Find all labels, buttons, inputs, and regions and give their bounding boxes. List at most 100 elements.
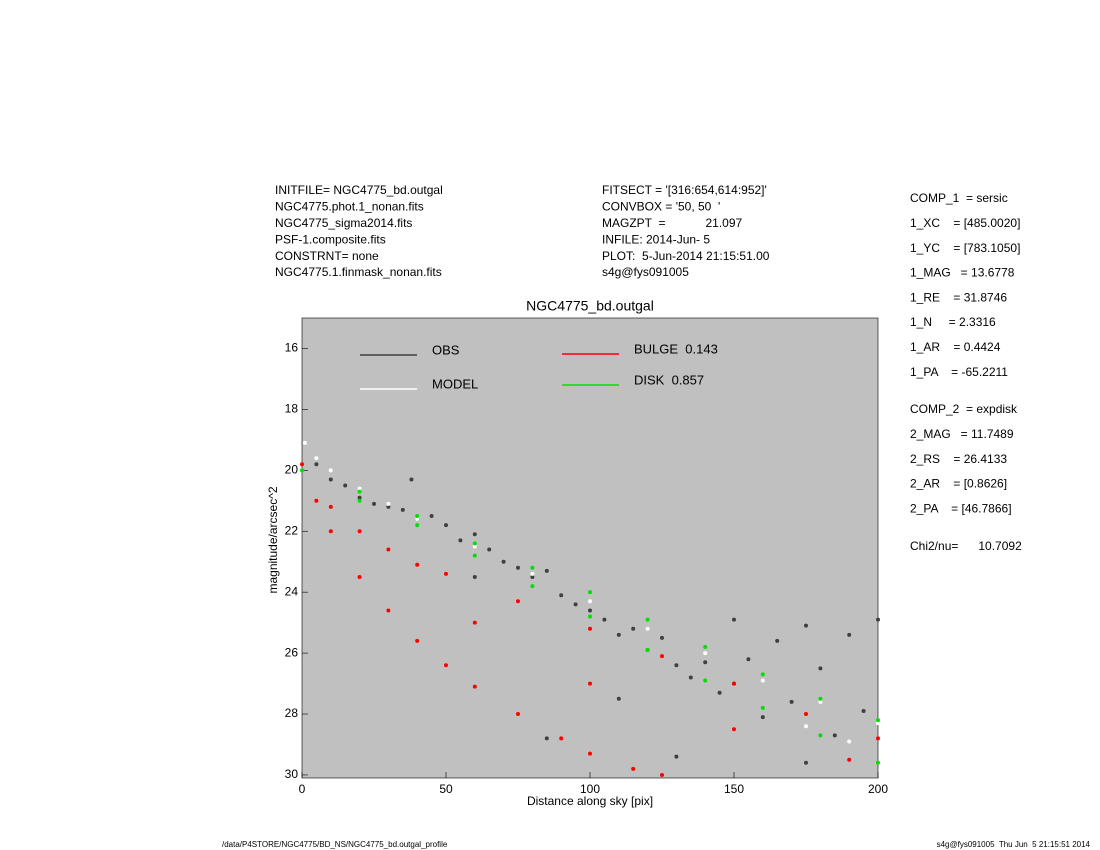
header-line: INFILE: 2014-Jun- 5: [602, 232, 710, 246]
parameter: 1_XC = [485.0020]: [910, 216, 1020, 230]
data-point: [357, 495, 362, 500]
data-point: [544, 736, 549, 741]
parameter: 1_MAG = 13.6778: [910, 266, 1015, 280]
data-point: [415, 517, 420, 522]
header-line: INITFILE= NGC4775_bd.outgal: [275, 183, 443, 197]
data-point: [804, 712, 808, 717]
data-point: [660, 654, 664, 659]
data-point: [357, 574, 362, 579]
data-point: [415, 562, 420, 567]
data-point: [876, 721, 880, 726]
x-tick-label: 200: [868, 782, 888, 796]
data-point: [386, 608, 391, 613]
data-point: [386, 501, 391, 506]
data-point: [429, 514, 434, 519]
plot-area: [301, 317, 879, 779]
parameter: 1_PA = -65.2211: [910, 365, 1008, 379]
data-point: [472, 574, 477, 579]
data-point: [328, 468, 333, 473]
data-point: [328, 477, 333, 482]
data-point: [588, 614, 592, 619]
data-point: [876, 736, 880, 741]
data-point: [386, 547, 391, 552]
parameter: 2_PA = [46.7866]: [910, 501, 1012, 515]
data-point: [703, 651, 708, 656]
data-point: [357, 529, 362, 534]
data-point: [530, 574, 535, 579]
data-point: [302, 440, 307, 445]
y-tick-label: 20: [285, 462, 299, 476]
data-point: [631, 626, 636, 631]
parameter: 1_YC = [783.1050]: [910, 241, 1020, 255]
footer-path: /data/P4STORE/NGC4775/BD_NS/NGC4775_bd.o…: [222, 840, 448, 849]
data-point: [660, 635, 664, 640]
y-tick-label: 30: [285, 767, 299, 781]
data-point: [458, 538, 463, 543]
data-point: [645, 626, 650, 631]
data-point: [861, 708, 866, 713]
data-point: [804, 760, 808, 765]
data-point: [357, 498, 362, 503]
data-point: [876, 617, 880, 622]
data-point: [818, 696, 823, 701]
data-point: [588, 681, 592, 686]
parameter: 1_RE = 31.8746: [910, 290, 1007, 304]
data-point: [530, 571, 535, 576]
data-point: [530, 584, 535, 589]
data-point: [444, 663, 448, 668]
data-point: [559, 736, 564, 741]
y-tick-label: 28: [285, 706, 299, 720]
data-point: [717, 690, 722, 695]
legend-label: DISK 0.857: [634, 372, 704, 387]
data-point: [588, 608, 592, 613]
y-tick-label: 16: [285, 341, 299, 355]
header-line: NGC4775.phot.1_nonan.fits: [275, 200, 424, 214]
data-point: [444, 571, 448, 576]
parameter: 2_AR = [0.8626]: [910, 477, 1007, 491]
parameter: 2_MAG = 11.7489: [910, 427, 1014, 441]
data-point: [588, 590, 592, 595]
header-line: PLOT: 5-Jun-2014 21:15:51.00: [602, 249, 770, 263]
data-point: [760, 705, 765, 710]
data-point: [703, 645, 708, 650]
parameter: 1_AR = 0.4424: [910, 340, 1001, 354]
data-point: [732, 727, 736, 732]
data-point: [789, 699, 794, 704]
data-point: [472, 544, 477, 549]
data-point: [314, 462, 319, 467]
data-point: [487, 547, 492, 552]
data-point: [530, 565, 535, 570]
data-point: [386, 504, 391, 509]
data-point: [588, 599, 592, 604]
data-point: [314, 498, 319, 503]
x-tick-label: 150: [724, 782, 744, 796]
data-point: [472, 620, 477, 625]
data-point: [847, 757, 852, 762]
x-tick-label: 100: [580, 782, 600, 796]
legend-label: MODEL: [432, 376, 478, 391]
data-point: [775, 638, 780, 643]
data-point: [876, 760, 880, 765]
data-point: [832, 733, 837, 738]
parameter: COMP_2 = expdisk: [910, 402, 1018, 416]
header-line: PSF-1.composite.fits: [275, 232, 386, 246]
data-point: [415, 514, 420, 519]
chart-title: NGC4775_bd.outgal: [526, 298, 654, 314]
data-point: [760, 678, 765, 683]
y-tick-label: 24: [285, 584, 299, 598]
y-axis-label: magnitude/arcsec^2: [266, 486, 280, 593]
data-point: [602, 617, 607, 622]
legend-label: OBS: [432, 342, 460, 357]
x-axis-label: Distance along sky [pix]: [527, 794, 653, 808]
parameter: COMP_1 = sersic: [910, 191, 1008, 205]
data-point: [516, 599, 520, 604]
footer-stamp: s4g@fys091005 Thu Jun 5 21:15:51 2014: [937, 840, 1091, 849]
data-point: [559, 593, 564, 598]
data-point: [703, 678, 708, 683]
y-tick-label: 22: [285, 523, 299, 537]
data-point: [616, 632, 621, 637]
data-point: [544, 568, 549, 573]
data-point: [818, 699, 823, 704]
header-line: s4g@fys091005: [602, 265, 689, 279]
